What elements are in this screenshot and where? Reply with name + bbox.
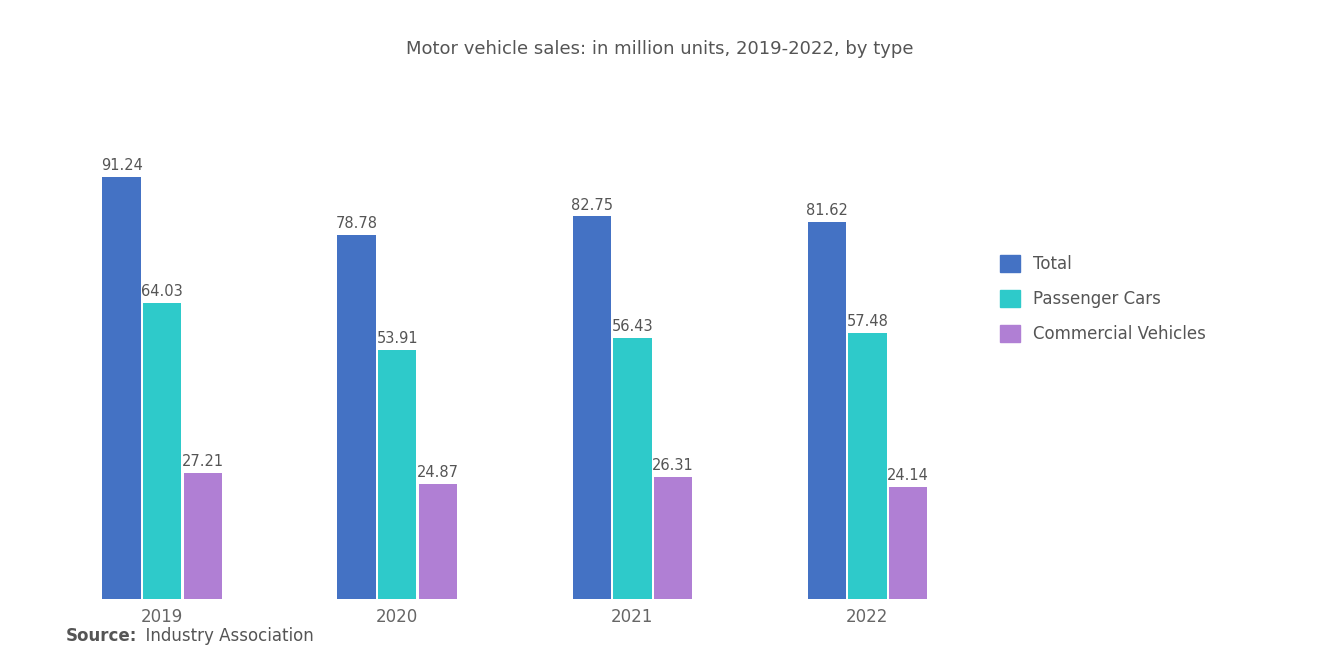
Text: 24.14: 24.14	[887, 468, 929, 483]
Text: Source:: Source:	[66, 627, 137, 645]
Text: 53.91: 53.91	[376, 331, 418, 346]
Text: 24.87: 24.87	[417, 465, 459, 480]
Bar	[888, 487, 927, 598]
Text: 27.21: 27.21	[182, 454, 224, 469]
Text: 78.78: 78.78	[335, 216, 378, 231]
Legend: Total, Passenger Cars, Commercial Vehicles: Total, Passenger Cars, Commercial Vehicl…	[991, 247, 1214, 352]
Text: Motor vehicle sales: in million units, 2019-2022, by type: Motor vehicle sales: in million units, 2…	[407, 40, 913, 58]
Text: 81.62: 81.62	[807, 203, 847, 218]
Text: 64.03: 64.03	[141, 284, 183, 299]
Bar	[378, 350, 417, 598]
Text: 56.43: 56.43	[611, 319, 653, 334]
Text: 57.48: 57.48	[846, 315, 888, 329]
Bar	[612, 338, 652, 598]
Text: Industry Association: Industry Association	[135, 627, 313, 645]
Bar	[849, 333, 887, 598]
Bar	[808, 221, 846, 598]
Bar	[103, 177, 141, 598]
Text: 91.24: 91.24	[100, 158, 143, 174]
Bar	[653, 477, 692, 598]
Text: 26.31: 26.31	[652, 458, 694, 473]
Bar	[183, 473, 222, 598]
Bar	[418, 483, 457, 598]
Bar	[338, 235, 376, 598]
Bar	[573, 216, 611, 598]
Text: 82.75: 82.75	[570, 198, 612, 213]
Bar	[143, 303, 181, 598]
